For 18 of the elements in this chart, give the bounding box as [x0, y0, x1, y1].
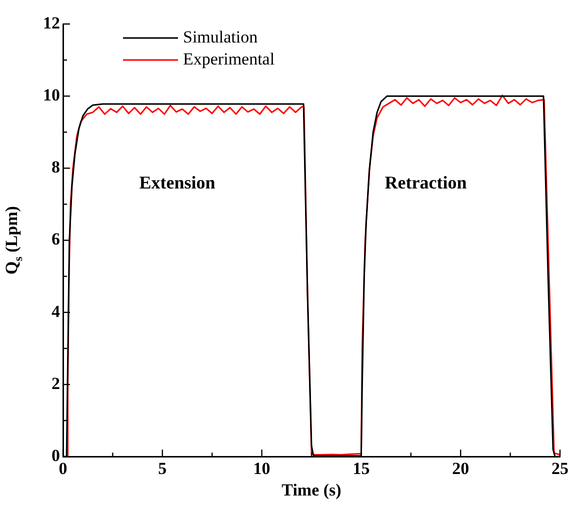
y-tick-label: 6	[52, 230, 60, 249]
y-tick-label: 4	[52, 302, 60, 321]
x-tick-label: 5	[158, 459, 167, 478]
x-tick-label: 15	[352, 459, 370, 478]
x-axis-title: Time (s)	[282, 480, 342, 500]
legend-label: Experimental	[183, 49, 275, 68]
y-tick-label: 8	[52, 158, 60, 177]
annotation: Extension	[139, 172, 216, 193]
x-tick-label: 25	[552, 459, 568, 478]
annotation: Retraction	[384, 172, 467, 193]
y-axis-title: Qs (Lpm)	[2, 206, 25, 275]
y-tick-label: 12	[43, 13, 60, 32]
legend-label: Simulation	[183, 27, 258, 46]
x-tick-label: 20	[452, 459, 470, 478]
x-tick-label: 10	[253, 459, 270, 478]
y-tick-label: 0	[52, 446, 60, 465]
y-tick-label: 10	[43, 85, 60, 104]
y-tick-label: 2	[52, 374, 60, 393]
